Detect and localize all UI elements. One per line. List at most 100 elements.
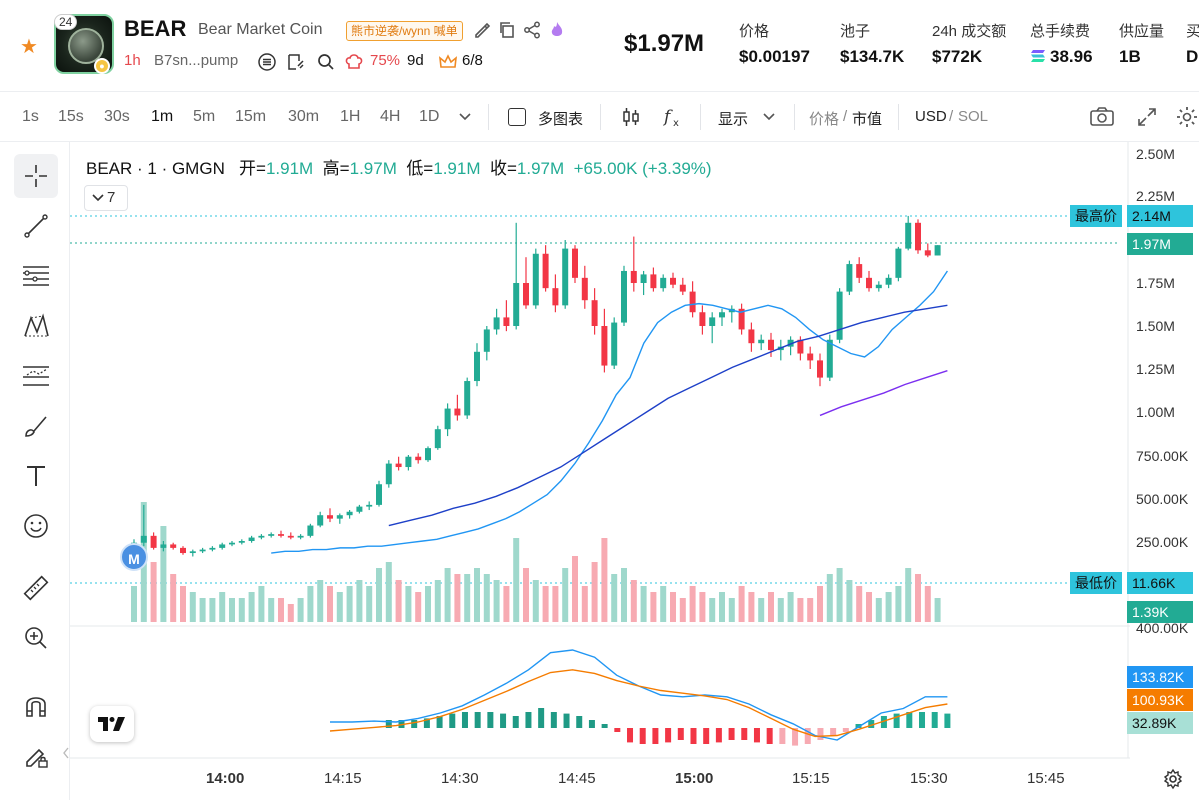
volume-bar: [209, 598, 216, 622]
token-age: 1h: [124, 52, 141, 69]
fullscreen-icon[interactable]: [1136, 106, 1158, 128]
timeframe-30s[interactable]: 30s: [104, 108, 130, 125]
legend-low: 1.91M: [433, 159, 481, 178]
flame-icon[interactable]: [547, 20, 567, 40]
macd-histogram-bar: [512, 716, 519, 728]
candle-body: [532, 253, 539, 306]
tradingview-logo[interactable]: [90, 706, 134, 742]
macd-histogram-bar: [525, 712, 532, 728]
legend-low-label: 低=: [406, 159, 434, 178]
volume-bar: [826, 574, 833, 622]
candle-body: [454, 408, 461, 416]
chevron-down-icon[interactable]: [458, 112, 472, 122]
volume-bar: [366, 586, 373, 622]
volume-bar: [787, 592, 794, 622]
forecast-icon[interactable]: [14, 354, 58, 398]
volume-bars: [131, 502, 941, 622]
volume-bar: [758, 598, 765, 622]
magnet-icon[interactable]: [14, 684, 58, 728]
volume-bar: [640, 586, 647, 622]
timeframe-1s[interactable]: 1s: [22, 108, 39, 125]
multi-chart-label[interactable]: 多图表: [538, 111, 584, 128]
ruler-icon[interactable]: [14, 566, 58, 610]
volume-bar: [670, 592, 676, 622]
display-menu[interactable]: 显示: [718, 111, 749, 128]
share-icon[interactable]: [522, 20, 542, 40]
settings-gear-icon[interactable]: [1175, 105, 1199, 129]
volume-bar: [258, 586, 265, 622]
crosshair-icon[interactable]: [14, 154, 58, 198]
pump-badge-icon: ●: [94, 58, 110, 74]
macd-histogram-value: 32.89K: [1127, 712, 1193, 734]
market-cap-value: $1.97M: [624, 30, 705, 57]
macd-histogram-bar: [741, 728, 748, 740]
timeframe-30m[interactable]: 30m: [288, 108, 320, 125]
svg-text:x: x: [673, 118, 679, 128]
candle-body: [278, 534, 284, 536]
timeframe-1d[interactable]: 1D: [419, 108, 440, 125]
pattern-icon[interactable]: [14, 304, 58, 348]
volume-bar: [513, 538, 520, 622]
macd-histogram-bar: [753, 728, 760, 743]
token-tag[interactable]: 熊市逆袭/wynn 喊单: [346, 21, 463, 41]
indicators-toggle[interactable]: 7: [84, 185, 128, 211]
text-tool-icon[interactable]: [14, 454, 58, 498]
candle-body: [601, 326, 608, 366]
candle-body: [170, 544, 177, 548]
lock-drawing-icon[interactable]: [14, 734, 58, 778]
y-tick: 400.00K: [1136, 620, 1189, 636]
timeframe-4h[interactable]: 4H: [380, 108, 401, 125]
volume-bar: [219, 592, 226, 622]
zoom-in-icon[interactable]: [14, 616, 58, 660]
brush-icon[interactable]: [14, 404, 58, 448]
candle-body: [248, 537, 255, 541]
migration-marker[interactable]: M: [120, 543, 148, 571]
note-icon[interactable]: [286, 52, 306, 72]
copy-icon[interactable]: [497, 20, 517, 40]
axis-settings-gear-icon[interactable]: [1162, 768, 1184, 790]
candle-body: [268, 534, 275, 536]
sol-toggle[interactable]: SOL: [958, 108, 989, 125]
macd-histogram-bar: [792, 728, 799, 746]
candle-body: [229, 542, 235, 545]
chevron-down-icon[interactable]: [762, 112, 776, 122]
multi-chart-checkbox[interactable]: [508, 108, 526, 126]
toolbar-divider: [700, 104, 701, 130]
timeframe-1h[interactable]: 1H: [340, 108, 361, 125]
emoji-icon[interactable]: [14, 504, 58, 548]
volume-bar: [356, 580, 363, 622]
stat-value: D: [1186, 47, 1199, 66]
dev-age: 9d: [407, 52, 424, 69]
edit-icon[interactable]: [472, 20, 492, 40]
volume-bar: [728, 598, 735, 622]
candles-icon[interactable]: [620, 106, 642, 128]
search-icon[interactable]: [316, 52, 336, 72]
toggle-separator: /: [949, 108, 954, 125]
timeframe-15s[interactable]: 15s: [58, 108, 84, 125]
menu-circle-icon[interactable]: [257, 52, 277, 72]
collapse-chevron-icon[interactable]: [62, 746, 70, 760]
volume-bar: [464, 574, 471, 622]
horizontal-lines-icon[interactable]: [14, 254, 58, 298]
candle-body: [817, 360, 823, 378]
usd-toggle[interactable]: USD: [915, 108, 947, 125]
timeframe-1m[interactable]: 1m: [151, 108, 174, 125]
volume-bar: [160, 526, 167, 622]
timeframe-15m[interactable]: 15m: [235, 108, 267, 125]
token-address[interactable]: B7sn...pump: [154, 52, 239, 69]
camera-icon[interactable]: [1089, 106, 1115, 128]
trend-line-icon[interactable]: [14, 204, 58, 248]
price-toggle[interactable]: 价格: [809, 111, 840, 128]
toolbar-divider: [600, 104, 601, 130]
timeframe-5m[interactable]: 5m: [193, 108, 216, 125]
legend-high: 1.97M: [349, 159, 397, 178]
highest-price-label: 最高价: [1070, 205, 1122, 227]
legend-open-label: 开=: [239, 159, 266, 178]
mcap-toggle[interactable]: 市值: [852, 111, 883, 128]
favorite-star-icon[interactable]: ★: [20, 36, 38, 58]
volume-bar: [425, 586, 431, 622]
stat-label: 供应量: [1119, 23, 1165, 40]
candle-body: [150, 535, 157, 548]
